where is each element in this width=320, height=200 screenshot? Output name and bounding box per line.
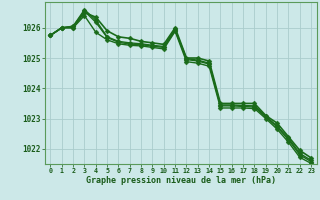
X-axis label: Graphe pression niveau de la mer (hPa): Graphe pression niveau de la mer (hPa) bbox=[86, 176, 276, 185]
